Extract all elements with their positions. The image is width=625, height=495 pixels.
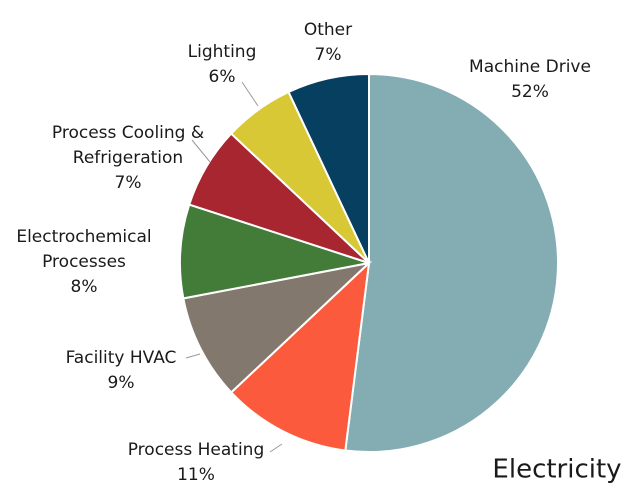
slice-label: Other xyxy=(304,20,352,40)
value-label: 6% xyxy=(209,67,236,87)
pie-slice xyxy=(179,203,370,300)
slice-label: Process Cooling & xyxy=(52,123,204,143)
leader-line xyxy=(241,81,259,107)
pie-slice xyxy=(229,260,371,452)
pie-slice xyxy=(344,72,559,453)
slice-label: Machine Drive xyxy=(469,57,591,77)
slice-label: Electrochemical xyxy=(16,227,151,247)
slice-label: Refrigeration xyxy=(73,148,183,168)
leader-line xyxy=(269,443,283,453)
leader-line xyxy=(191,139,211,163)
pie-slice xyxy=(182,261,373,394)
value-label: 11% xyxy=(177,465,215,485)
value-label: 8% xyxy=(71,277,98,297)
value-label: 7% xyxy=(115,173,142,193)
pie-slice xyxy=(287,72,370,264)
value-label: 52% xyxy=(511,82,549,102)
slice-label: Processes xyxy=(42,252,126,272)
value-label: 9% xyxy=(108,373,135,393)
slice-label: Facility HVAC xyxy=(66,348,177,368)
slice-label: Process Heating xyxy=(128,440,265,460)
leader-line xyxy=(185,353,201,359)
value-label: 7% xyxy=(315,45,342,65)
slice-label: Lighting xyxy=(188,42,257,62)
chart-title: Electricity xyxy=(492,455,621,485)
